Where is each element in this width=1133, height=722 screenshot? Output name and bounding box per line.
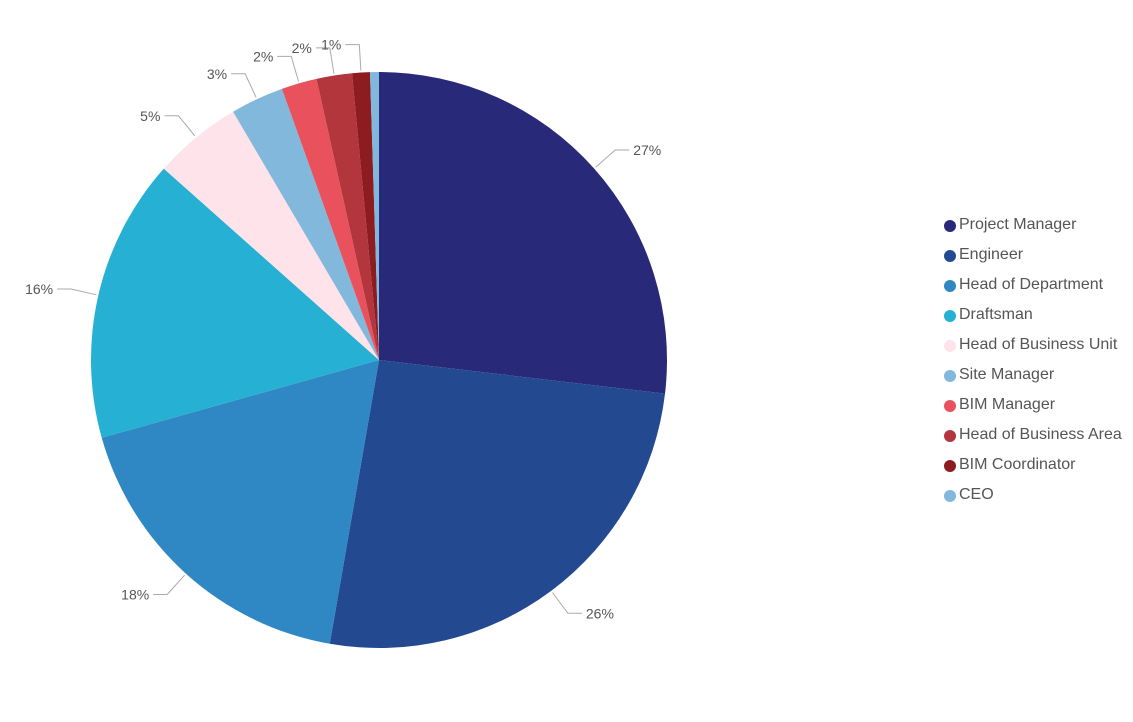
slice-label-bim-coordinator: 1% bbox=[321, 37, 341, 53]
slice-label-head-of-business-unit: 5% bbox=[140, 108, 160, 124]
legend-item-head-of-business-area[interactable]: Head of Business Area bbox=[944, 423, 1133, 453]
leader-line-bim-manager bbox=[277, 55, 299, 82]
legend-label: CEO bbox=[959, 486, 994, 503]
leader-line-project-manager bbox=[595, 149, 630, 168]
pie-slice-engineer bbox=[329, 360, 666, 648]
legend-swatch bbox=[944, 310, 956, 322]
legend-item-bim-coordinator[interactable]: BIM Coordinator bbox=[944, 453, 1133, 483]
legend-label: Head of Business Area bbox=[959, 426, 1122, 443]
leader-line-engineer bbox=[551, 592, 582, 614]
pie-slice-head-of-department bbox=[101, 360, 380, 644]
legend-swatch bbox=[944, 340, 956, 352]
legend-swatch bbox=[944, 460, 956, 472]
pie-slice-head-of-business-unit bbox=[163, 111, 379, 360]
legend-swatch bbox=[944, 400, 956, 412]
pie-slices bbox=[91, 72, 667, 648]
legend-item-project-manager[interactable]: Project Manager bbox=[944, 213, 1133, 243]
legend-swatch bbox=[944, 220, 956, 232]
pie-leader-lines bbox=[57, 44, 630, 614]
legend-swatch bbox=[944, 370, 956, 382]
legend-item-head-of-department[interactable]: Head of Department bbox=[944, 273, 1133, 303]
slice-label-draftsman: 16% bbox=[25, 281, 53, 297]
legend-swatch bbox=[944, 280, 956, 292]
slice-label-site-manager: 3% bbox=[207, 66, 227, 82]
leader-line-site-manager bbox=[231, 73, 257, 98]
legend-item-ceo[interactable]: CEO bbox=[944, 483, 1133, 513]
pie-slice-ceo bbox=[370, 72, 379, 360]
legend-swatch bbox=[944, 250, 956, 262]
legend-swatch bbox=[944, 490, 956, 502]
legend-item-site-manager[interactable]: Site Manager bbox=[944, 363, 1133, 393]
slice-label-project-manager: 27% bbox=[633, 142, 661, 158]
legend-label: Draftsman bbox=[959, 306, 1033, 323]
slice-label-engineer: 26% bbox=[586, 605, 614, 621]
legend-label: Site Manager bbox=[959, 366, 1055, 383]
slice-label-head-of-department: 18% bbox=[121, 587, 149, 603]
legend-item-head-of-business-unit[interactable]: Head of Business Unit bbox=[944, 333, 1133, 363]
leader-line-draftsman bbox=[57, 288, 97, 296]
pie-slice-project-manager bbox=[379, 72, 667, 394]
legend-item-engineer[interactable]: Engineer bbox=[944, 243, 1133, 273]
leader-line-head-of-business-unit bbox=[164, 115, 196, 137]
pie-slice-draftsman bbox=[91, 168, 379, 438]
legend-swatch bbox=[944, 430, 956, 442]
pie-slice-bim-manager bbox=[281, 78, 379, 361]
pie-percent-labels: 27% 26% 18% 16% 5% 3% 2% 2% 1% bbox=[25, 37, 661, 622]
pie-slice-site-manager bbox=[233, 88, 379, 361]
legend-label: Engineer bbox=[959, 246, 1024, 263]
pie-slice-bim-coordinator bbox=[352, 72, 379, 360]
chart-legend: Project Manager Engineer Head of Departmen… bbox=[944, 213, 1133, 513]
legend-label: Project Manager bbox=[959, 216, 1077, 233]
leader-line-head-of-business-area bbox=[315, 47, 335, 74]
legend-item-bim-manager[interactable]: BIM Manager bbox=[944, 393, 1133, 423]
legend-label: Head of Business Unit bbox=[959, 336, 1118, 353]
slice-label-head-of-business-area: 2% bbox=[292, 40, 312, 56]
legend-label: BIM Coordinator bbox=[959, 456, 1076, 473]
legend-label: Head of Department bbox=[959, 276, 1104, 293]
leader-line-bim-coordinator bbox=[345, 44, 362, 71]
slice-label-bim-manager: 2% bbox=[253, 48, 273, 64]
legend-item-draftsman[interactable]: Draftsman bbox=[944, 303, 1133, 333]
legend-label: BIM Manager bbox=[959, 396, 1056, 413]
leader-line-head-of-department bbox=[153, 574, 185, 595]
pie-slice-head-of-business-area bbox=[316, 73, 379, 361]
